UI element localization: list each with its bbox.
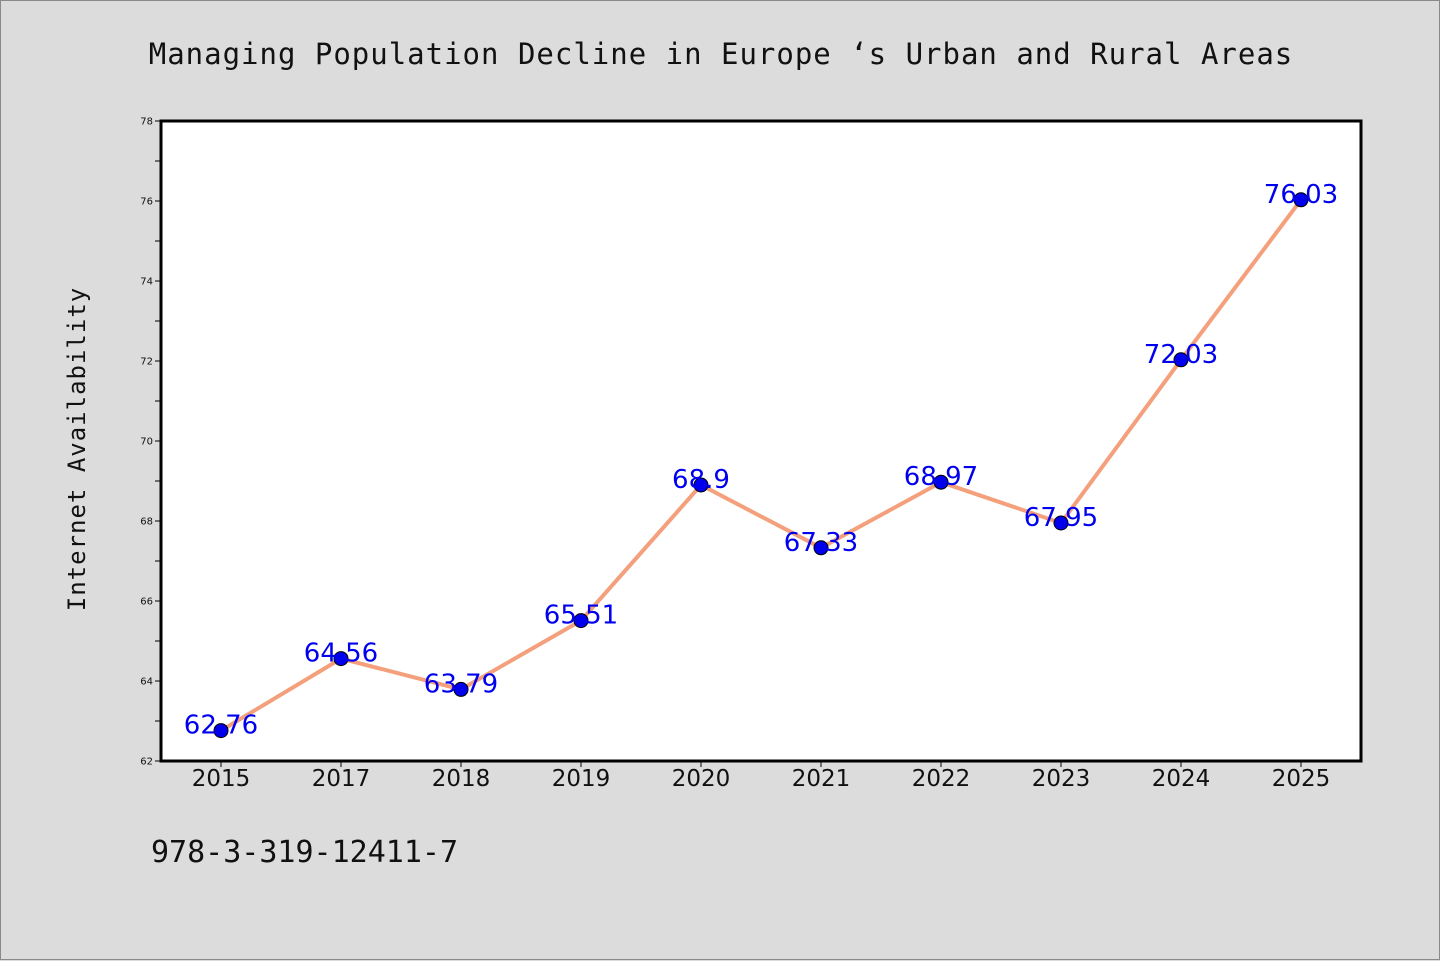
y-tick-label: 78 xyxy=(140,117,153,128)
data-point xyxy=(693,477,709,493)
data-label: 67.95 xyxy=(1024,503,1098,533)
data-label: 63.79 xyxy=(424,669,498,699)
data-label: 68.97 xyxy=(904,462,978,492)
data-point xyxy=(1293,192,1309,208)
data-point xyxy=(933,474,949,490)
y-tick-label: 76 xyxy=(140,197,153,208)
data-label: 76.03 xyxy=(1264,180,1338,210)
data-point xyxy=(1053,515,1069,531)
series-line xyxy=(219,198,1303,733)
plot-area xyxy=(159,119,1363,763)
y-tick-label: 64 xyxy=(140,677,153,688)
data-label: 72.03 xyxy=(1144,340,1218,370)
y-tick-label: 70 xyxy=(140,437,153,448)
x-tick-label: 2018 xyxy=(432,766,491,792)
data-point xyxy=(1173,352,1189,368)
data-label: 65.51 xyxy=(544,601,618,631)
data-point xyxy=(813,540,829,556)
y-tick-label: 74 xyxy=(140,277,153,288)
x-tick-label: 2020 xyxy=(672,766,731,792)
y-tick-label: 62 xyxy=(140,757,153,768)
x-tick-label: 2022 xyxy=(912,766,971,792)
x-tick-label: 2021 xyxy=(792,766,851,792)
x-tick-label: 2023 xyxy=(1032,766,1091,792)
x-tick-label: 2025 xyxy=(1272,766,1331,792)
x-tick-label: 2017 xyxy=(312,766,371,792)
y-axis: 62 64 66 68 70 72 74 76 78 xyxy=(140,117,161,768)
x-tick-label: 2019 xyxy=(552,766,611,792)
y-tick-label: 72 xyxy=(140,357,153,368)
x-tick-label: 2024 xyxy=(1152,766,1211,792)
x-axis: 2015 2017 2018 2019 2020 2021 2022 2023 2024 2025 xyxy=(192,761,1331,792)
chart-title: Managing Population Decline in Europe ‘s… xyxy=(148,37,1294,71)
data-label: 64.56 xyxy=(304,639,378,669)
x-tick-label: 2015 xyxy=(192,766,251,792)
data-labels: 62.76 64.56 63.79 65.51 68.9 67.33 68.97 67.95 7… xyxy=(184,180,1338,741)
y-tick-label: 68 xyxy=(140,517,153,528)
y-tick-label: 66 xyxy=(140,597,153,608)
series-layer xyxy=(213,192,1309,739)
data-label: 67.33 xyxy=(784,528,858,558)
data-point xyxy=(453,681,469,697)
data-label: 62.76 xyxy=(184,711,258,741)
data-point xyxy=(333,651,349,667)
data-point xyxy=(573,613,589,629)
isbn-text: 978-3-319-12411-7 xyxy=(151,835,459,870)
data-label: 68.9 xyxy=(672,465,730,495)
data-point xyxy=(213,723,229,739)
